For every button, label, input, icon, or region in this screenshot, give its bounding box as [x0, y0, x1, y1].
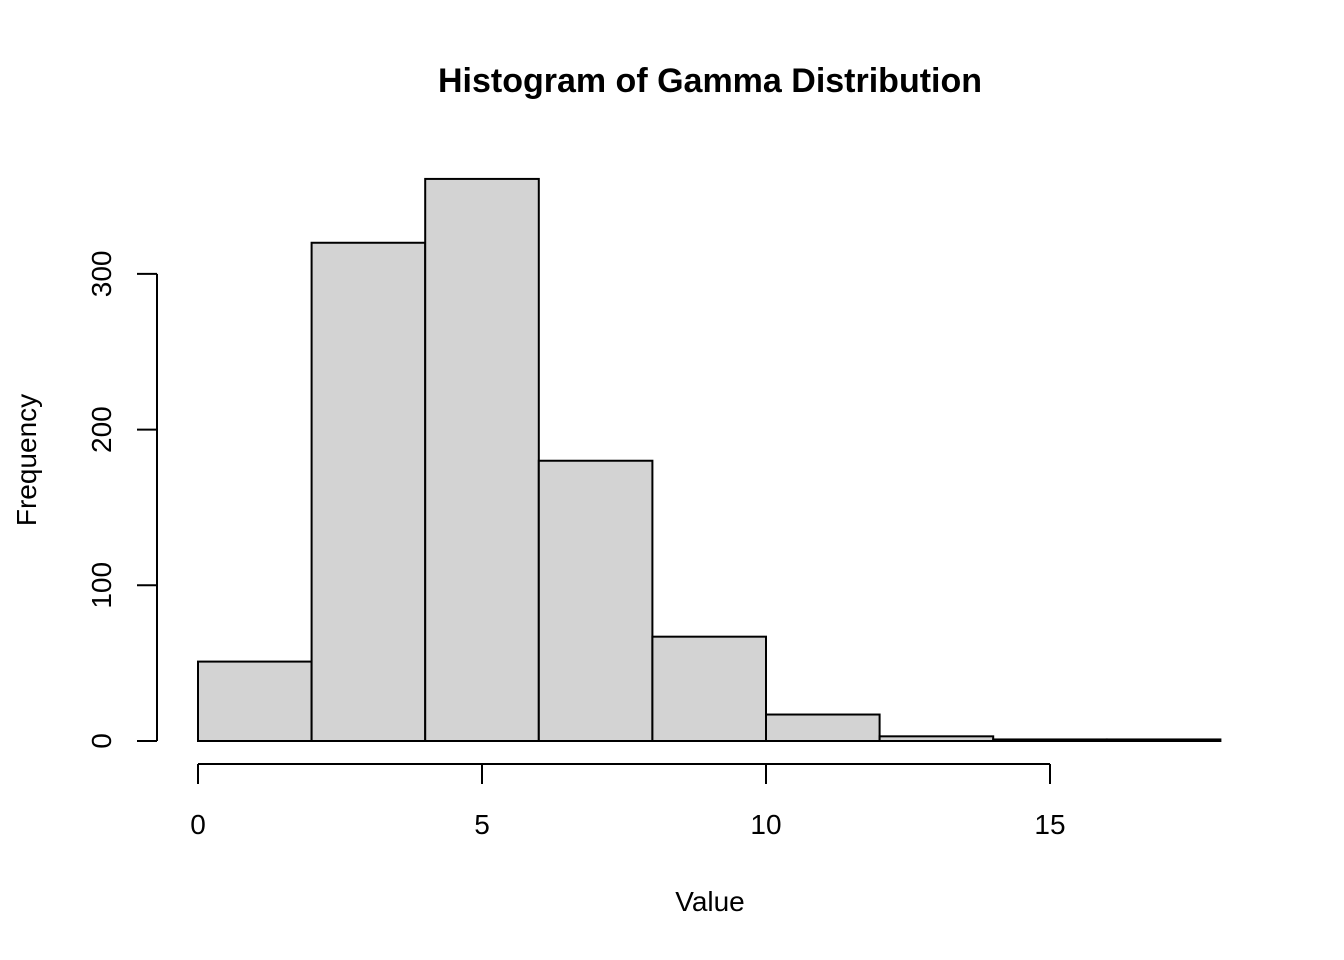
histogram-bar-4-6 — [424, 177, 540, 743]
histogram-bar-12-14 — [878, 735, 995, 742]
y-tick-label-200: 200 — [86, 406, 117, 453]
x-axis: 0 5 10 15 — [190, 763, 1066, 840]
histogram-bar-0-2 — [197, 660, 313, 743]
y-axis: 0 100 200 300 — [86, 251, 158, 749]
y-axis-label: Frequency — [11, 394, 42, 526]
histogram-bar-10-12 — [765, 713, 881, 743]
histogram-bar-16-18 — [1105, 738, 1222, 742]
x-axis-label: Value — [675, 886, 745, 917]
bars-group — [197, 177, 1222, 743]
histogram-bar-14-16 — [992, 738, 1108, 742]
x-tick-label-5: 5 — [474, 809, 490, 840]
x-tick-label-15: 15 — [1034, 809, 1065, 840]
histogram-bar-6-8 — [537, 459, 654, 742]
y-tick-label-0: 0 — [86, 733, 117, 749]
y-tick-label-100: 100 — [86, 562, 117, 609]
histogram-bar-2-4 — [310, 241, 427, 742]
x-tick-label-10: 10 — [750, 809, 781, 840]
histogram-bar-8-10 — [651, 635, 768, 743]
chart-title: Histogram of Gamma Distribution — [438, 62, 982, 100]
x-tick-label-0: 0 — [190, 809, 206, 840]
y-tick-label-300: 300 — [86, 251, 117, 298]
